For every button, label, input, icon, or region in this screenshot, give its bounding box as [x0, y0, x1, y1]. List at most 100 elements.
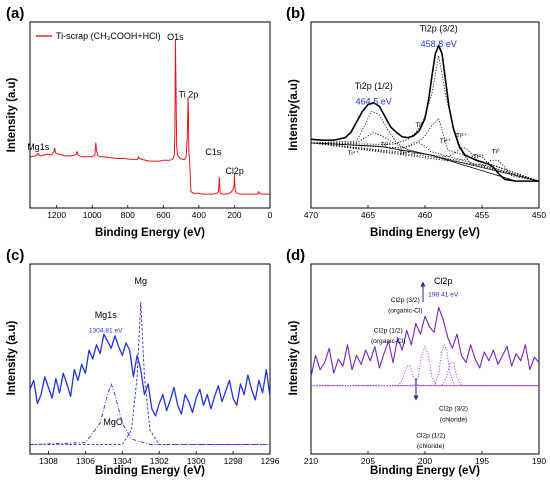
xtick-label: 1000 — [83, 210, 102, 220]
ti0-label: Ti⁰ — [415, 121, 423, 129]
cl2p-label: Cl2p — [434, 276, 453, 286]
panel-a-xlabel: Binding Energy (eV) — [95, 227, 205, 239]
panel-a-series-0 — [29, 39, 270, 195]
xtick-label: 600 — [156, 210, 170, 220]
ti4-label: Ti⁴⁺ — [347, 150, 359, 157]
xtick-label: 205 — [361, 456, 375, 466]
organic-cl-32-label: Cl2p (3/2) — [391, 297, 420, 304]
panel-b-series-0 — [310, 44, 539, 182]
panel-b-plot — [310, 44, 540, 182]
panel-c-label: (c) — [6, 247, 24, 264]
ti2-label: Ti²⁺ — [399, 150, 410, 157]
panel-d-series-1 — [311, 346, 539, 387]
panel-b-xlabel: Binding Energy (eV) — [370, 227, 480, 239]
chloride-32-sub: (chloride) — [440, 416, 467, 423]
panel-b-series-8 — [310, 142, 540, 182]
panel-c-series-0 — [29, 333, 271, 417]
panel-d-series-4 — [311, 362, 539, 387]
panel-c-xlabel: Binding Energy (eV) — [95, 465, 205, 477]
organic-cl-32-sub: (organic-Cl) — [388, 308, 422, 315]
peak-label-cl2p: Cl2p — [225, 166, 244, 176]
xtick-label: 200 — [227, 210, 241, 220]
chloride-12-label: Cl2p (1/2) — [416, 432, 445, 439]
panel-b-label: (b) — [286, 5, 305, 22]
ti2p-12-energy: 464.5 eV — [356, 97, 392, 107]
xtick-label: 450 — [532, 210, 546, 220]
xtick-label: 210 — [304, 456, 318, 466]
panel-b-series-7 — [310, 142, 540, 182]
panel-a-ylabel: Intensity (a.u) — [6, 77, 18, 152]
panel-a-xticks: 1200 1000 800 600 400 200 0 — [47, 205, 273, 220]
panel-a-label: (a) — [6, 5, 24, 22]
panel-d-plot — [310, 306, 540, 387]
xtick-label: 470 — [304, 210, 318, 220]
panel-a-frame — [29, 21, 271, 209]
panel-c-xticks: 1308 1306 1304 1302 1300 1298 1296 — [39, 451, 280, 466]
cl2p-energy: 198.41 eV — [428, 292, 459, 299]
xtick-label: 1304 — [113, 456, 132, 466]
ti2p-12-label: Ti2p (1/2) — [355, 81, 393, 91]
xtick-label: 1300 — [187, 456, 206, 466]
peak-label-c1s: C1s — [205, 147, 222, 157]
panel-b-ylabel: Intensity(a.u) — [288, 79, 300, 151]
ti2p-32-label: Ti2p (3/2) — [420, 24, 458, 34]
panel-b-series-9 — [310, 142, 540, 182]
panel-d: (d) 210 205 200 195 190 Cl2p 198.41 eV Cl2p … — [286, 247, 546, 477]
mg1s-energy: 1304.81 eV — [89, 327, 123, 334]
ti0-label-2: Ti⁰ — [492, 147, 500, 155]
xtick-label: 465 — [361, 210, 375, 220]
chloride-12-sub: (chloride) — [417, 443, 444, 450]
mgo-label: MgO — [103, 417, 123, 427]
panel-b-xticks: 470 465 460 455 450 — [304, 205, 546, 220]
xtick-label: 455 — [475, 210, 489, 220]
panel-d-series-2 — [311, 365, 539, 387]
xtick-label: 0 — [268, 210, 273, 220]
xtick-label: 195 — [475, 456, 489, 466]
ti2-label-2: Ti²⁺ — [473, 154, 484, 161]
panel-a: (a) 1200 1000 800 600 400 200 0 Ti-scrap (CH₃C… — [6, 5, 273, 239]
peak-label-ti2p: Ti 2p — [179, 90, 199, 100]
xtick-label: 400 — [192, 210, 206, 220]
xtick-label: 1308 — [39, 456, 58, 466]
panel-d-xlabel: Binding Energy (eV) — [370, 465, 480, 477]
xtick-label: 1200 — [47, 210, 66, 220]
peak-label-o1s: O1s — [167, 32, 184, 42]
xtick-label: 1296 — [261, 456, 280, 466]
panel-d-series-3 — [311, 344, 539, 387]
xtick-label: 1298 — [224, 456, 243, 466]
xtick-label: 1302 — [150, 456, 169, 466]
chloride-32-label: Cl2p (3/2) — [439, 406, 468, 413]
panel-c-frame — [29, 263, 271, 455]
panel-c-plot — [29, 301, 271, 445]
panel-b-series-5 — [310, 118, 540, 182]
panel-d-xticks: 210 205 200 195 190 — [304, 451, 546, 466]
panel-c-series-1 — [30, 301, 270, 445]
ti3-label-2: Ti³⁺ — [456, 133, 467, 140]
organic-cl-12-label: Cl2p (1/2) — [374, 327, 403, 334]
panel-c-ylabel: Intensity (a.u) — [6, 320, 18, 395]
mg-label: Mg — [135, 276, 148, 286]
mg1s-label: Mg1s — [95, 310, 118, 320]
ti4-label-2: Ti⁴⁺ — [440, 138, 452, 145]
panel-c: (c) 1308 1306 1304 1302 1300 1298 1296 Mg Mg1s… — [6, 247, 280, 477]
panel-d-label: (d) — [286, 247, 305, 264]
peak-label-mg1s: Mg1s — [27, 142, 50, 152]
xtick-label: 200 — [418, 456, 432, 466]
xtick-label: 800 — [121, 210, 135, 220]
panel-b: (b) 470 465 460 455 450 Ti2p (3/2) 458.8 eV … — [286, 5, 546, 239]
panel-d-frame — [310, 263, 540, 455]
ti2p-32-energy: 458.8 eV — [421, 39, 457, 49]
panel-c-series-2 — [29, 383, 270, 445]
panel-a-plot — [29, 39, 270, 195]
organic-cl-12-sub: (organic-Cl) — [371, 338, 405, 345]
xtick-label: 460 — [418, 210, 432, 220]
panel-b-series-6 — [310, 142, 540, 182]
ti3-label: Ti³⁺ — [381, 141, 392, 148]
xtick-label: 190 — [532, 456, 546, 466]
panel-d-ylabel: Intensity (a.u) — [288, 320, 300, 395]
panel-b-series-2 — [310, 55, 540, 182]
xtick-label: 1306 — [76, 456, 95, 466]
panel-b-series-4 — [311, 131, 540, 182]
panel-b-series-1 — [310, 142, 539, 182]
